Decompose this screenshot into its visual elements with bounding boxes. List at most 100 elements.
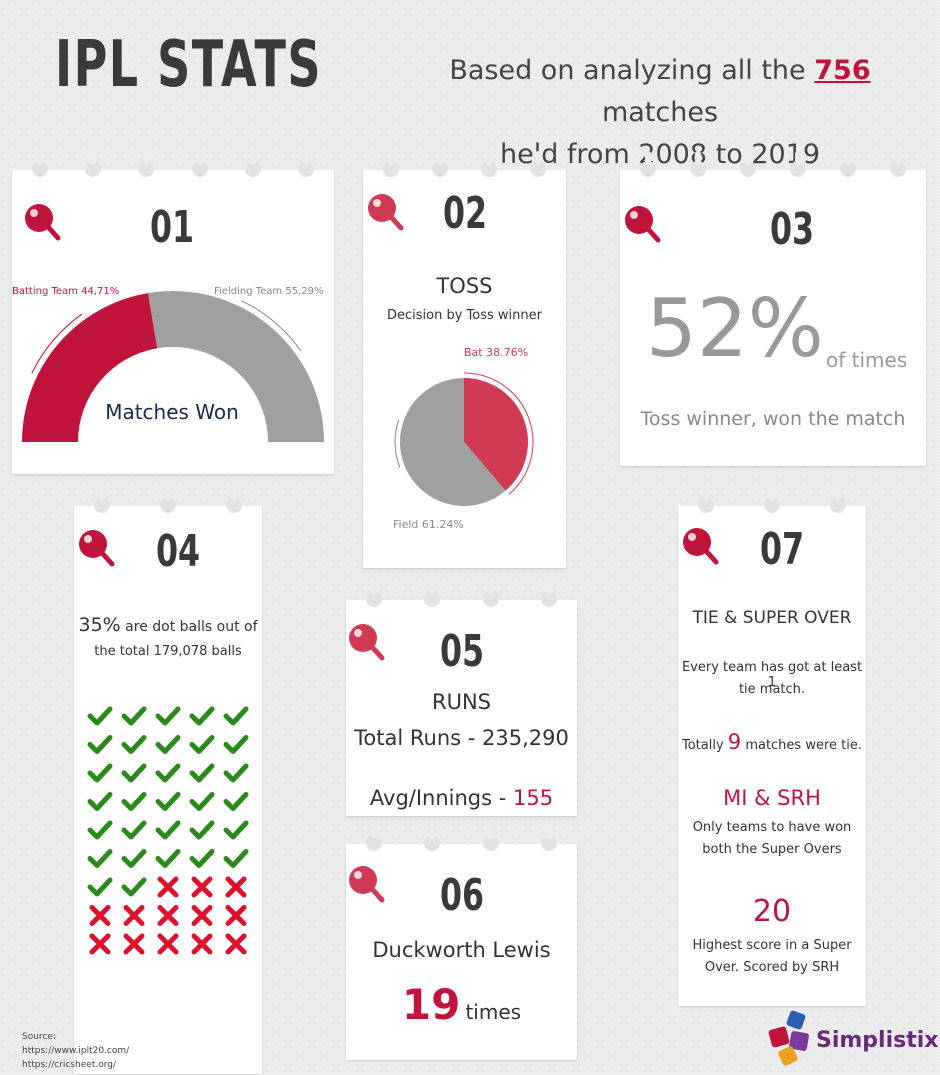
binder-ring (94, 487, 110, 513)
card-toss: 02 TOSS Decision by Toss winner Bat 38.7… (363, 151, 566, 568)
check-icon (189, 763, 215, 783)
binder-ring (890, 151, 906, 177)
binder-ring (244, 151, 261, 177)
check-icon (155, 820, 181, 840)
binder-ring (298, 151, 314, 177)
binder-ring (482, 825, 499, 851)
source-link-cricsheet[interactable]: https://cricsheet.org/ (22, 1060, 117, 1070)
dot-balls-line1: 35% are dot balls out of (74, 614, 262, 636)
card-rings (620, 151, 926, 187)
binder-ring (740, 151, 756, 177)
check-icon (121, 820, 147, 840)
card-matches-won: 01 Batting Team 44,71% Fielding Team 55,2… (12, 151, 334, 474)
card-rings (12, 151, 334, 187)
tie-line2: tie match. (738, 682, 806, 697)
slice-label: Fielding Team 55,29% (214, 286, 323, 297)
toss-subtitle: Decision by Toss winner (387, 308, 542, 323)
card-duckworth-lewis: 06 Duckworth Lewis 19 times (346, 825, 577, 1060)
binder-ring (541, 825, 557, 851)
check-icon (87, 706, 113, 726)
card-toss-win: 03 52% of times Toss winner, won the mat… (620, 151, 926, 466)
half-donut-slice (22, 293, 158, 442)
binder-ring (830, 487, 846, 513)
check-icon (155, 849, 181, 868)
dot-balls-rest: are dot balls out of (125, 619, 258, 635)
toss-win-suffix: of times (826, 348, 908, 372)
card-number: 01 (149, 202, 195, 253)
magnifier-icon (79, 530, 115, 567)
check-icon (121, 706, 147, 726)
runs-avg-label: Avg/Innings - (369, 786, 507, 810)
super-over-score: 20 (752, 894, 792, 929)
cross-icon (191, 933, 213, 955)
tie-post: matches were tie. (745, 738, 862, 753)
check-icon (223, 735, 249, 754)
runs-total: Total Runs - 235,290 (354, 726, 569, 750)
card-rings (678, 487, 866, 523)
binder-ring (481, 151, 497, 177)
slice-label: Batting Team 44,71% (12, 286, 119, 297)
check-icon (189, 820, 215, 840)
card-number: 06 (439, 870, 485, 921)
runs-title: RUNS (431, 690, 491, 714)
page-title: IPL STATS (55, 28, 323, 102)
binder-ring (698, 487, 714, 513)
dot-balls-line2: the total 179,078 balls (94, 644, 242, 659)
binder-ring (690, 151, 706, 177)
card-number: 07 (759, 524, 805, 575)
check-icon (223, 792, 249, 811)
check-icon (223, 820, 249, 840)
slice-callout (241, 300, 302, 352)
card-rings (346, 825, 577, 861)
puzzle-logo-icon (768, 1010, 809, 1066)
check-icon (121, 763, 147, 783)
check-icon (155, 706, 181, 726)
tie-title: TIE & SUPER OVER (692, 608, 852, 628)
binder-ring (85, 151, 102, 177)
source-block: Source: https://www.iplt20.com/ https://… (22, 1030, 129, 1072)
runs-avg: Avg/Innings - 155 (346, 786, 577, 810)
cross-icon (191, 905, 213, 926)
binder-ring (530, 151, 546, 177)
check-icon (87, 877, 113, 897)
cross-icon (89, 905, 111, 926)
binder-ring (424, 581, 441, 607)
card-number: 03 (769, 204, 815, 255)
binder-ring (764, 487, 780, 513)
cross-icon (157, 876, 179, 898)
cross-icon (157, 905, 179, 926)
check-icon (155, 792, 181, 811)
dot-balls-pictogram (87, 706, 249, 955)
slice-callout (463, 372, 534, 495)
binder-ring (383, 151, 399, 177)
dl-count: 19 (401, 980, 461, 1029)
binder-ring (840, 151, 856, 177)
cross-icon (225, 876, 247, 898)
toss-decision-chart: Bat 38.76% Field 61.24% (393, 346, 534, 531)
card-number: 02 (442, 188, 488, 239)
card-rings (363, 151, 566, 187)
check-icon (223, 706, 249, 726)
score-line2: Over. Scored by SRH (704, 960, 840, 975)
dot-balls-pct: 35% (78, 614, 121, 636)
card-rings (346, 581, 577, 617)
check-icon (189, 792, 215, 811)
source-label: Source: (22, 1032, 56, 1042)
card-number: 04 (155, 526, 201, 577)
binder-ring (640, 151, 656, 177)
binder-ring (432, 151, 448, 177)
check-icon (87, 763, 113, 783)
card-number: 05 (439, 626, 485, 677)
cross-icon (89, 933, 111, 955)
tie-line1: Every team has got at least 1 (681, 660, 863, 690)
binder-ring (790, 151, 806, 177)
magnifier-icon (349, 624, 385, 661)
pie-slice (464, 378, 528, 491)
slice-label: Bat 38.76% (464, 346, 528, 359)
binder-ring (366, 581, 382, 607)
source-link-iplt20[interactable]: https://www.iplt20.com/ (22, 1046, 130, 1056)
check-icon (189, 849, 215, 868)
toss-title: TOSS (436, 274, 493, 298)
slice-callout (394, 419, 401, 468)
runs-avg-value: 155 (513, 786, 554, 810)
